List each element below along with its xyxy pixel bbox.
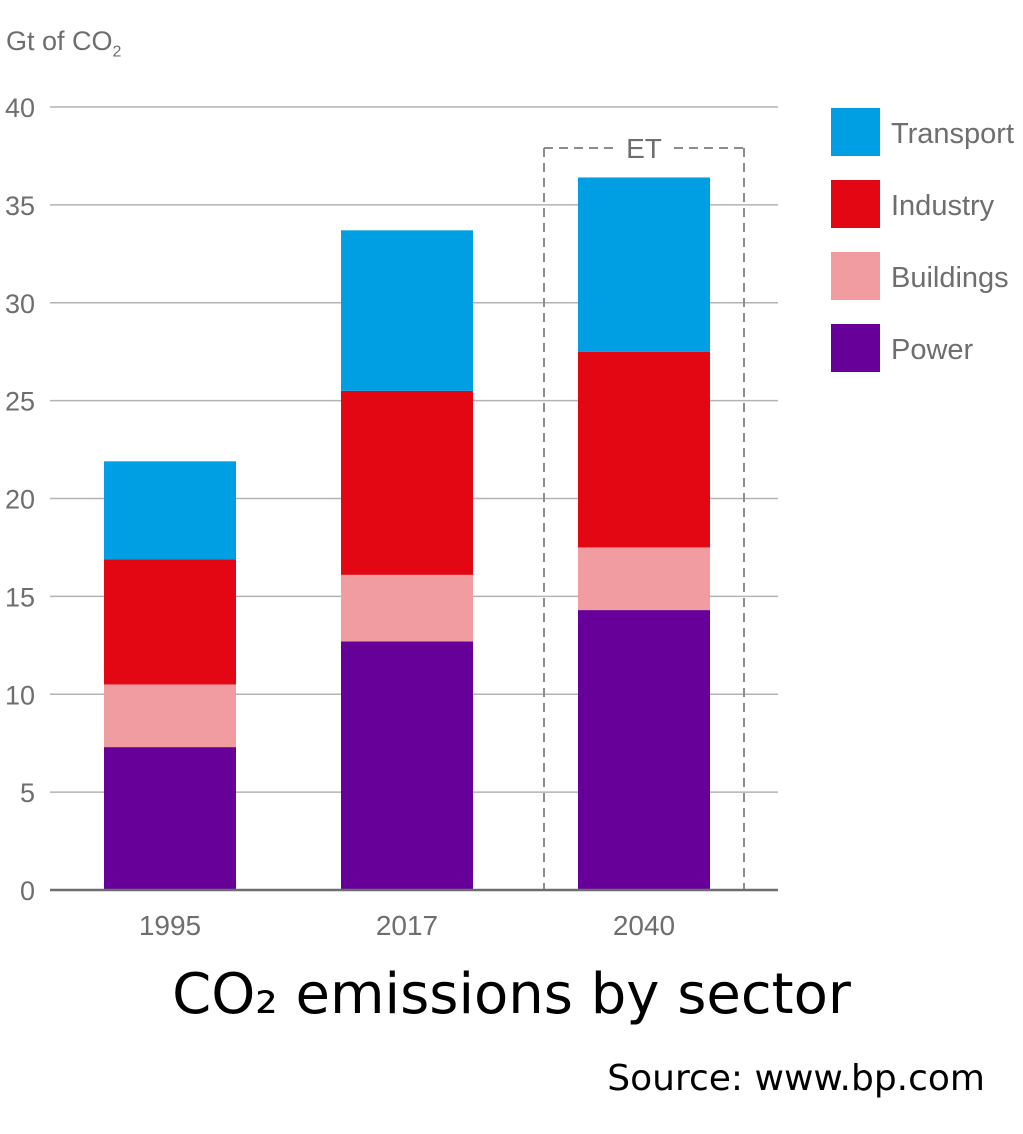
bar-transport-2040 xyxy=(578,177,710,352)
x-tick-label: 1995 xyxy=(139,910,201,941)
legend: Transport Industry Buildings Power xyxy=(831,108,1014,372)
source-caption: Source: www.bp.com xyxy=(607,1058,985,1099)
axes: 0 5 10 15 20 25 30 35 40 1995 2017 2040 xyxy=(5,93,778,941)
y-tick-label: 20 xyxy=(5,485,35,515)
y-tick-label: 5 xyxy=(20,778,35,808)
y-tick-label: 0 xyxy=(20,876,35,906)
bar-industry-2040 xyxy=(578,351,710,548)
legend-label-power: Power xyxy=(891,334,974,366)
bar-buildings-2040 xyxy=(578,547,710,611)
legend-label-industry: Industry xyxy=(891,190,995,222)
bar-buildings-2017 xyxy=(341,574,473,642)
x-tick-label: 2017 xyxy=(376,910,438,941)
legend-swatch-transport xyxy=(831,108,880,156)
bar-buildings-1995 xyxy=(104,684,236,748)
y-tick-label: 40 xyxy=(5,93,35,123)
y-tick-label: 30 xyxy=(5,289,35,319)
bar-industry-2017 xyxy=(341,390,473,575)
y-tick-label: 10 xyxy=(5,680,35,710)
chart-title: CO₂ emissions by sector xyxy=(172,962,851,1027)
et-annotation: ET xyxy=(543,133,745,890)
y-tick-label: 25 xyxy=(5,387,35,417)
legend-swatch-buildings xyxy=(831,252,880,300)
y-tick-label: 35 xyxy=(5,191,35,221)
x-tick-label: 2040 xyxy=(613,910,675,941)
legend-label-buildings: Buildings xyxy=(891,262,1009,294)
stacked-bar-chart: ET 0 5 10 15 20 25 30 35 40 1995 2017 2040 Transpor… xyxy=(5,93,1014,941)
et-label: ET xyxy=(626,133,662,164)
y-tick-label: 15 xyxy=(5,582,35,612)
bar-power-2040 xyxy=(578,610,710,890)
bar-power-2017 xyxy=(341,641,473,890)
bar-transport-1995 xyxy=(104,461,236,560)
bars xyxy=(104,177,710,890)
legend-label-transport: Transport xyxy=(891,118,1014,150)
legend-swatch-power xyxy=(831,324,880,372)
y-axis-label: Gt of CO2 xyxy=(6,26,122,61)
legend-swatch-industry xyxy=(831,180,880,228)
bar-industry-1995 xyxy=(104,559,236,685)
bar-transport-2017 xyxy=(341,230,473,391)
bar-power-1995 xyxy=(104,747,236,890)
